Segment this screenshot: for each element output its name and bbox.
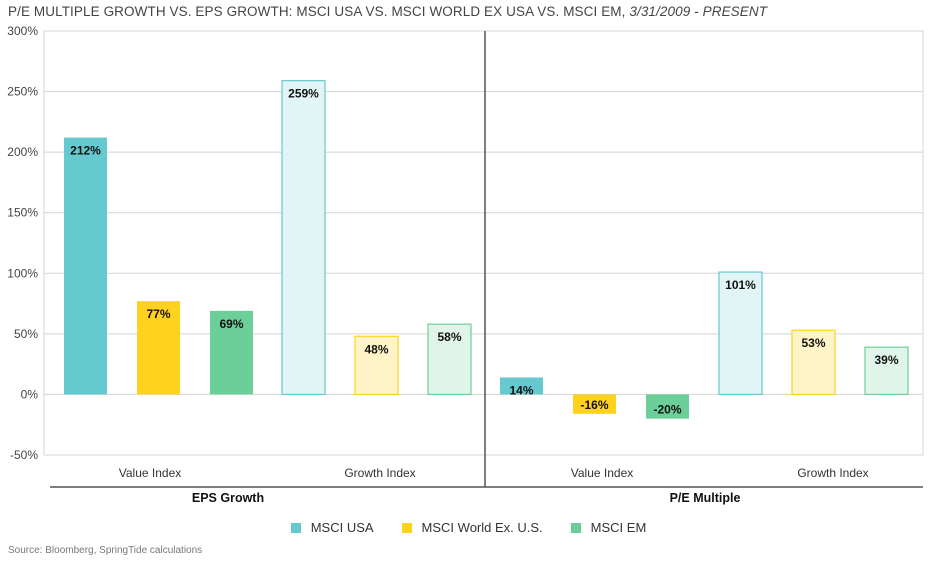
- axes: [43, 31, 924, 488]
- y-axis-ticks: -50% 0% 50% 100% 150% 200% 250% 300%: [7, 24, 38, 462]
- chart-title-main: P/E MULTIPLE GROWTH VS. EPS GROWTH: MSCI…: [8, 4, 626, 19]
- bar-usa-eps-growth: [281, 80, 326, 396]
- category-label: Value Index: [571, 466, 634, 480]
- y-tick-label: 250%: [7, 85, 38, 99]
- bar-usa-pe-growth: [718, 271, 763, 396]
- legend-swatch: [570, 523, 581, 534]
- bar-value-label: -20%: [653, 403, 681, 417]
- bar-value-label: 48%: [364, 342, 388, 356]
- source-note: Source: Bloomberg, SpringTide calculatio…: [8, 545, 203, 556]
- bar-usa-eps-value: [64, 137, 107, 395]
- group-label: EPS Growth: [192, 491, 264, 505]
- y-tick-label: 100%: [7, 266, 38, 280]
- bar-value-label: 58%: [437, 330, 461, 344]
- legend-label: MSCI World Ex. U.S.: [421, 520, 543, 536]
- category-label: Growth Index: [344, 466, 415, 480]
- y-tick-label: 50%: [14, 327, 38, 341]
- legend-item: MSCI USA: [290, 520, 374, 536]
- chart-title: P/E MULTIPLE GROWTH VS. EPS GROWTH: MSCI…: [8, 4, 767, 19]
- bar-value-label: 212%: [70, 144, 101, 158]
- bar-labels: 212% 77% 69% 259% 48% 58% 14% -16% -20% 101% 53% 39…: [70, 87, 899, 417]
- bar-value-label: 259%: [288, 87, 319, 101]
- y-tick-label: 200%: [7, 145, 38, 159]
- legend-item: MSCI EM: [570, 520, 647, 536]
- bar-world-pe-value: [573, 394, 616, 414]
- legend-swatch: [401, 523, 412, 534]
- bar-em-eps-growth: [427, 323, 472, 396]
- bar-value-label: 39%: [874, 353, 898, 367]
- bar-world-eps-value: [137, 301, 180, 395]
- legend-label: MSCI USA: [310, 520, 374, 536]
- y-tick-label: 300%: [7, 24, 38, 38]
- bar-value-label: 53%: [801, 336, 825, 350]
- category-label: Value Index: [119, 466, 182, 480]
- bar-em-pe-value: [646, 394, 689, 419]
- legend-item: MSCI World Ex. U.S.: [401, 520, 543, 536]
- bar-world-pe-growth: [791, 329, 836, 396]
- bar-world-eps-growth: [354, 335, 399, 396]
- bar-value-label: -16%: [580, 398, 608, 412]
- group-label: P/E Multiple: [670, 491, 741, 505]
- y-tick-label: -50%: [10, 448, 38, 462]
- y-tick-label: 0%: [21, 387, 39, 401]
- bar-value-label: 14%: [509, 383, 533, 397]
- legend-swatch: [290, 523, 301, 534]
- category-label: Growth Index: [797, 466, 868, 480]
- bar-em-eps-value: [210, 310, 253, 395]
- category-labels: Value Index Growth Index EPS Growth Value I…: [119, 466, 869, 505]
- chart-title-date: 3/31/2009 - PRESENT: [629, 4, 768, 19]
- legend: MSCI USA MSCI World Ex. U.S. MSCI EM: [0, 519, 937, 535]
- bar-value-label: 77%: [146, 307, 170, 321]
- bars: [64, 80, 909, 419]
- bar-usa-pe-value: [500, 377, 543, 395]
- bar-em-pe-growth: [864, 346, 909, 396]
- bar-chart: -50% 0% 50% 100% 150% 200% 250% 300% 212% 77% 69%…: [7, 24, 924, 505]
- bar-value-label: 69%: [219, 317, 243, 331]
- bar-value-label: 101%: [725, 278, 756, 292]
- y-tick-label: 150%: [7, 206, 38, 220]
- legend-label: MSCI EM: [590, 520, 647, 536]
